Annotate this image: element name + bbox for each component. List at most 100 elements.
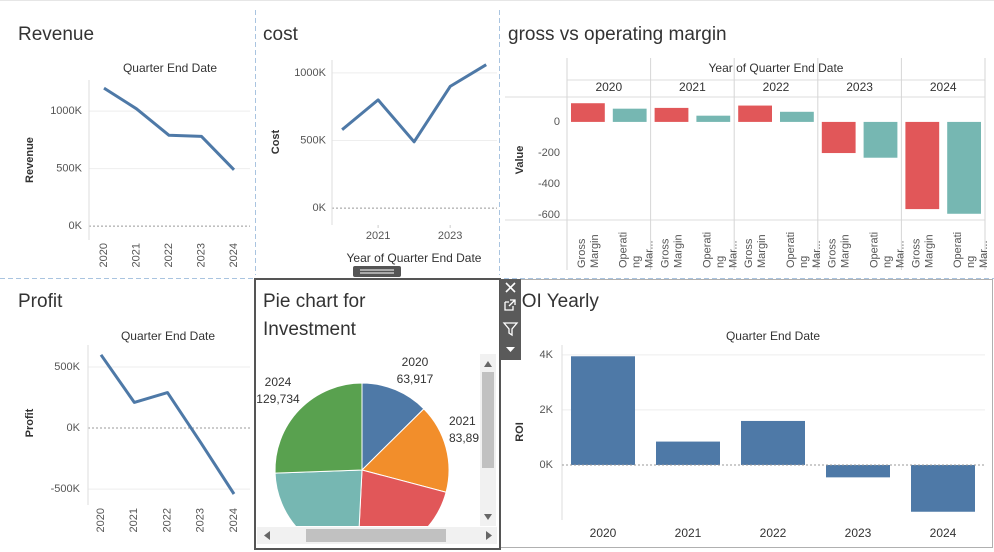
pie: 2020 63,917 2021 83,890 2024 129,734 [257, 355, 486, 526]
filter-button[interactable] [502, 322, 519, 337]
scroll-right[interactable] [486, 531, 492, 540]
y-tick-label: -400 [538, 178, 560, 190]
remove-button[interactable] [505, 282, 516, 293]
y-axis-label: Cost [270, 129, 282, 154]
x-tick-label: 2023 [195, 243, 207, 267]
v-scroll-thumb[interactable] [482, 372, 494, 468]
bar [656, 441, 720, 465]
x-tick-label: 2023 [845, 526, 872, 540]
x-tick-label: 2023 [438, 230, 462, 242]
line [103, 86, 236, 171]
bar-label: Gross Margin [659, 234, 684, 268]
text-line: ng [965, 253, 977, 268]
y-axis-label: ROI [514, 422, 526, 442]
y-tick-label: 0K [313, 202, 327, 214]
text-line: Operati [701, 232, 713, 268]
text-line: Gross [910, 236, 922, 268]
pie-slice [274, 382, 363, 474]
text-line: Operati [952, 232, 964, 268]
bar [571, 103, 605, 122]
slice-label: 2024 [265, 375, 292, 389]
text-line: ng [881, 253, 893, 268]
text-line: Investment [263, 319, 357, 340]
x-tick-label: 2024 [228, 508, 240, 532]
text-line: Pie chart for [263, 291, 371, 312]
slice-value: 83,890 [449, 431, 486, 445]
column-year: 2023 [846, 80, 873, 94]
chart-title: cost [263, 24, 299, 45]
text-line: Mar... [727, 240, 739, 268]
chart-title: Pie chart for Investment [263, 291, 371, 340]
x-tick-label: 2022 [161, 508, 173, 532]
y-tick-label: 4K [540, 349, 554, 361]
text-line: Gross [576, 236, 588, 268]
column-header: Year of Quarter End Date [709, 61, 844, 75]
bar-label: Gross Margin [827, 234, 852, 268]
line [99, 353, 236, 495]
chart-title: Revenue [18, 24, 94, 45]
text-line: Margin [923, 234, 935, 268]
column-header: Quarter End Date [726, 329, 820, 343]
text-line: Mar... [644, 240, 656, 268]
x-tick-label: 2022 [163, 243, 175, 267]
x-tick-label: 2020 [95, 508, 107, 532]
bar [571, 356, 635, 465]
text-line: Operati [618, 232, 630, 268]
chart-title: gross vs operating margin [508, 24, 727, 45]
bar-label: Operating Mar... [785, 232, 823, 268]
x-tick-label: 2021 [366, 230, 390, 242]
scroll-down[interactable] [484, 514, 492, 520]
scroll-left[interactable] [264, 531, 270, 540]
line [341, 63, 487, 144]
y-axis-label: Revenue [24, 137, 36, 183]
selected-pane-border[interactable] [254, 278, 501, 550]
bar-label: Gross Margin [576, 234, 601, 268]
text-line: Operati [868, 232, 880, 268]
pie-slice [358, 469, 447, 526]
slice-label: 2020 [402, 355, 429, 369]
bar [738, 105, 772, 122]
text-line: Margin [672, 234, 684, 268]
bar [780, 111, 814, 122]
y-tick-label: -200 [538, 147, 560, 159]
slice-label: 2021 [449, 414, 476, 428]
x-axis-label: Year of Quarter End Date [347, 251, 482, 265]
bar-label: Operating Mar... [618, 232, 656, 268]
text-line: ng [631, 253, 643, 268]
pie-slice [361, 382, 425, 472]
h-scroll-thumb[interactable] [306, 529, 446, 542]
y-tick-label: 1000K [50, 105, 82, 117]
x-tick-label: 2024 [930, 526, 957, 540]
bar [905, 121, 940, 210]
x-tick-label: 2021 [128, 508, 140, 532]
text-line: ng [714, 253, 726, 268]
text-line: Margin [589, 234, 601, 268]
bar-label: Operating Mar... [701, 232, 739, 268]
text-line: Gross [827, 236, 839, 268]
resize-grip[interactable] [353, 266, 401, 277]
y-tick-label: 500K [300, 134, 326, 146]
column-header: Quarter End Date [123, 61, 217, 75]
pie-slice [361, 408, 450, 493]
chart-title: ROI Yearly [508, 291, 599, 312]
bar-label: Gross Margin [910, 234, 935, 268]
x-tick-label: 2021 [675, 526, 702, 540]
y-tick-label: -500K [51, 483, 81, 495]
text-line: Margin [756, 234, 768, 268]
bar [654, 107, 689, 122]
bar [612, 108, 647, 122]
more-button[interactable] [506, 347, 515, 352]
bar-label: Gross Margin [743, 234, 768, 268]
bar-label: Operating Mar... [952, 232, 990, 268]
x-tick-label: 2024 [228, 243, 240, 267]
popout-button[interactable] [504, 299, 516, 311]
y-tick-label: 0 [554, 116, 560, 128]
pie-slice [274, 469, 363, 526]
x-tick-label: 2023 [195, 508, 207, 532]
y-axis-label: Profit [24, 408, 36, 437]
scroll-up[interactable] [484, 361, 492, 367]
text-line: Operati [785, 232, 797, 268]
x-tick-label: 2022 [760, 526, 787, 540]
